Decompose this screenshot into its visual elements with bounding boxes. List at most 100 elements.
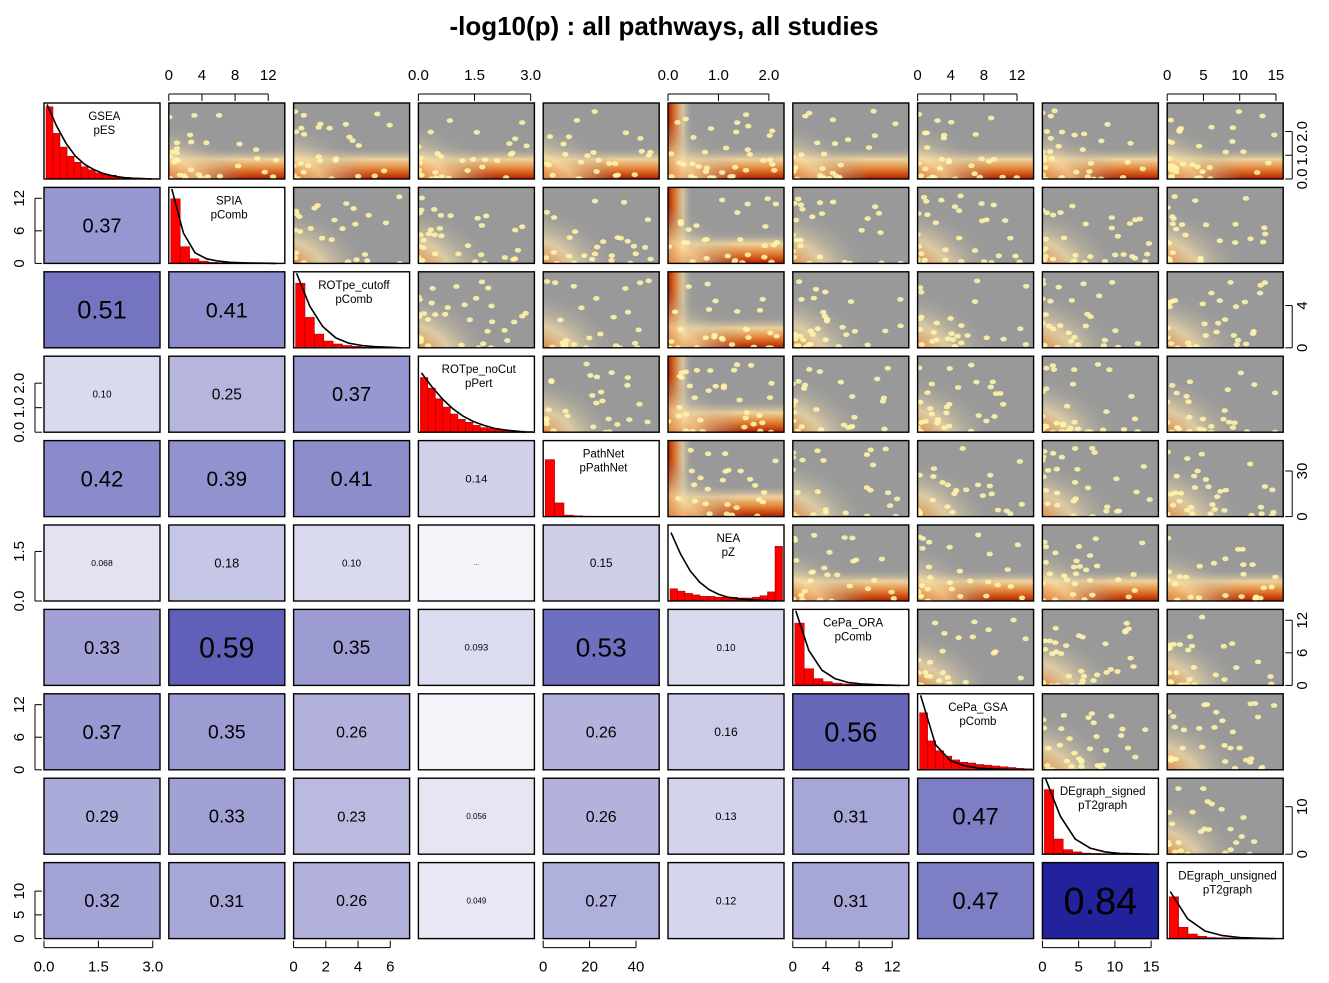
scatter-point bbox=[1042, 647, 1049, 652]
scatter-point bbox=[1071, 750, 1078, 756]
scatter-point bbox=[799, 206, 806, 212]
scatter-point bbox=[920, 194, 928, 200]
scatter-point bbox=[626, 417, 633, 423]
tick-label: 12 bbox=[884, 959, 901, 976]
tick-label: 8 bbox=[231, 67, 239, 84]
corr-cell bbox=[417, 524, 536, 602]
corr-value: 0.068 bbox=[91, 558, 113, 568]
scatter-point bbox=[1079, 147, 1087, 153]
panel-border bbox=[542, 439, 660, 518]
scatter-point bbox=[757, 428, 764, 433]
scatter-point bbox=[675, 496, 682, 501]
scatter-panel-r1-c6 bbox=[792, 186, 910, 265]
density-core bbox=[1042, 701, 1136, 770]
density-core bbox=[668, 363, 761, 433]
scatter-point bbox=[1048, 155, 1055, 161]
scatter-point bbox=[420, 237, 427, 243]
scatter-point bbox=[1102, 641, 1109, 647]
scatter-point bbox=[511, 319, 518, 325]
scatter-point bbox=[570, 342, 578, 347]
variable-stat: pComb bbox=[959, 716, 996, 728]
scatter-point bbox=[504, 338, 511, 343]
scatter-point bbox=[917, 211, 922, 216]
scatter-point bbox=[674, 120, 681, 125]
scatter-point bbox=[707, 126, 715, 131]
scatter-point bbox=[1134, 341, 1142, 346]
scatter-point bbox=[939, 648, 946, 654]
variable-method: SPIA bbox=[216, 195, 243, 207]
panel-border bbox=[1166, 777, 1284, 855]
variable-method: CePa_ORA bbox=[823, 617, 883, 629]
scatter-point bbox=[173, 150, 180, 156]
scatter-point bbox=[1167, 535, 1172, 541]
scatter-point bbox=[453, 284, 460, 289]
corr-panel-r6-c0: 0.33 bbox=[43, 608, 161, 687]
scatter-point bbox=[1242, 757, 1250, 763]
scatter-point bbox=[1131, 416, 1139, 422]
corr-panel-r8-c5: 0.13 bbox=[667, 777, 785, 855]
scatter-point bbox=[501, 328, 508, 333]
panel-border bbox=[916, 439, 1035, 518]
scatter-point bbox=[1218, 806, 1225, 812]
scatter-point bbox=[942, 247, 949, 253]
tick-label: 3.0 bbox=[520, 67, 541, 84]
scatter-point bbox=[705, 388, 712, 393]
scatter-point bbox=[799, 597, 806, 601]
scatter-point bbox=[645, 278, 652, 284]
scatter-point bbox=[1186, 677, 1193, 682]
scatter-point bbox=[954, 385, 962, 390]
panel-border bbox=[292, 186, 411, 265]
corr-cell bbox=[542, 777, 660, 855]
scatter-point bbox=[1233, 342, 1241, 347]
scatter-point bbox=[882, 328, 889, 334]
scatter-point bbox=[1269, 487, 1276, 493]
scatter-point bbox=[591, 251, 599, 257]
scatter-point bbox=[339, 226, 346, 232]
density-core bbox=[917, 279, 1011, 348]
scatter-panel-r0-c6 bbox=[792, 102, 910, 180]
scatter-point bbox=[930, 466, 938, 471]
scatter-point bbox=[798, 152, 805, 158]
density-line bbox=[295, 273, 402, 349]
scatter-panel-r1-c8 bbox=[1041, 186, 1160, 265]
scatter-point bbox=[668, 244, 673, 249]
scatter-point bbox=[1066, 736, 1073, 741]
scatter-point bbox=[493, 158, 501, 164]
scatter-point bbox=[1113, 476, 1120, 482]
scatter-point bbox=[418, 160, 423, 166]
right-axis-r0: 0.01.02.0 bbox=[1285, 121, 1311, 189]
scatter-point bbox=[677, 326, 684, 332]
scatter-point bbox=[1227, 847, 1234, 853]
tick-label: 1.5 bbox=[464, 67, 485, 84]
scatter-point bbox=[734, 120, 741, 125]
corr-panel-r1-c0: 0.37 bbox=[43, 186, 161, 265]
scatter-point bbox=[1114, 233, 1122, 239]
scatter-panel-r5-c9 bbox=[1166, 524, 1284, 602]
scatter-point bbox=[478, 223, 486, 228]
hist-bar bbox=[94, 172, 103, 180]
scatter-point bbox=[298, 125, 305, 131]
scatter-point bbox=[814, 489, 821, 495]
scatter-point bbox=[1071, 480, 1079, 485]
scatter-point bbox=[565, 253, 573, 259]
scatter-point bbox=[1042, 413, 1046, 419]
density-core bbox=[1167, 617, 1260, 686]
scatter-point bbox=[864, 586, 872, 592]
scatter-point bbox=[668, 419, 672, 424]
scatter-point bbox=[958, 340, 965, 346]
scatter-point bbox=[1190, 665, 1198, 670]
scatter-point bbox=[1216, 238, 1224, 244]
scatter-point bbox=[1108, 215, 1116, 221]
scatter-point bbox=[946, 366, 953, 371]
scatter-point bbox=[519, 224, 526, 230]
scatter-point bbox=[864, 216, 871, 222]
scatter-point bbox=[464, 168, 471, 174]
corr-panel-r9-c2: 0.26 bbox=[292, 861, 411, 940]
scatter-point bbox=[800, 386, 808, 391]
scatter-point bbox=[1010, 617, 1017, 623]
scatter-point bbox=[1063, 758, 1071, 764]
scatter-point bbox=[681, 240, 688, 245]
scatter-point bbox=[712, 298, 719, 304]
scatter-point bbox=[328, 237, 335, 243]
